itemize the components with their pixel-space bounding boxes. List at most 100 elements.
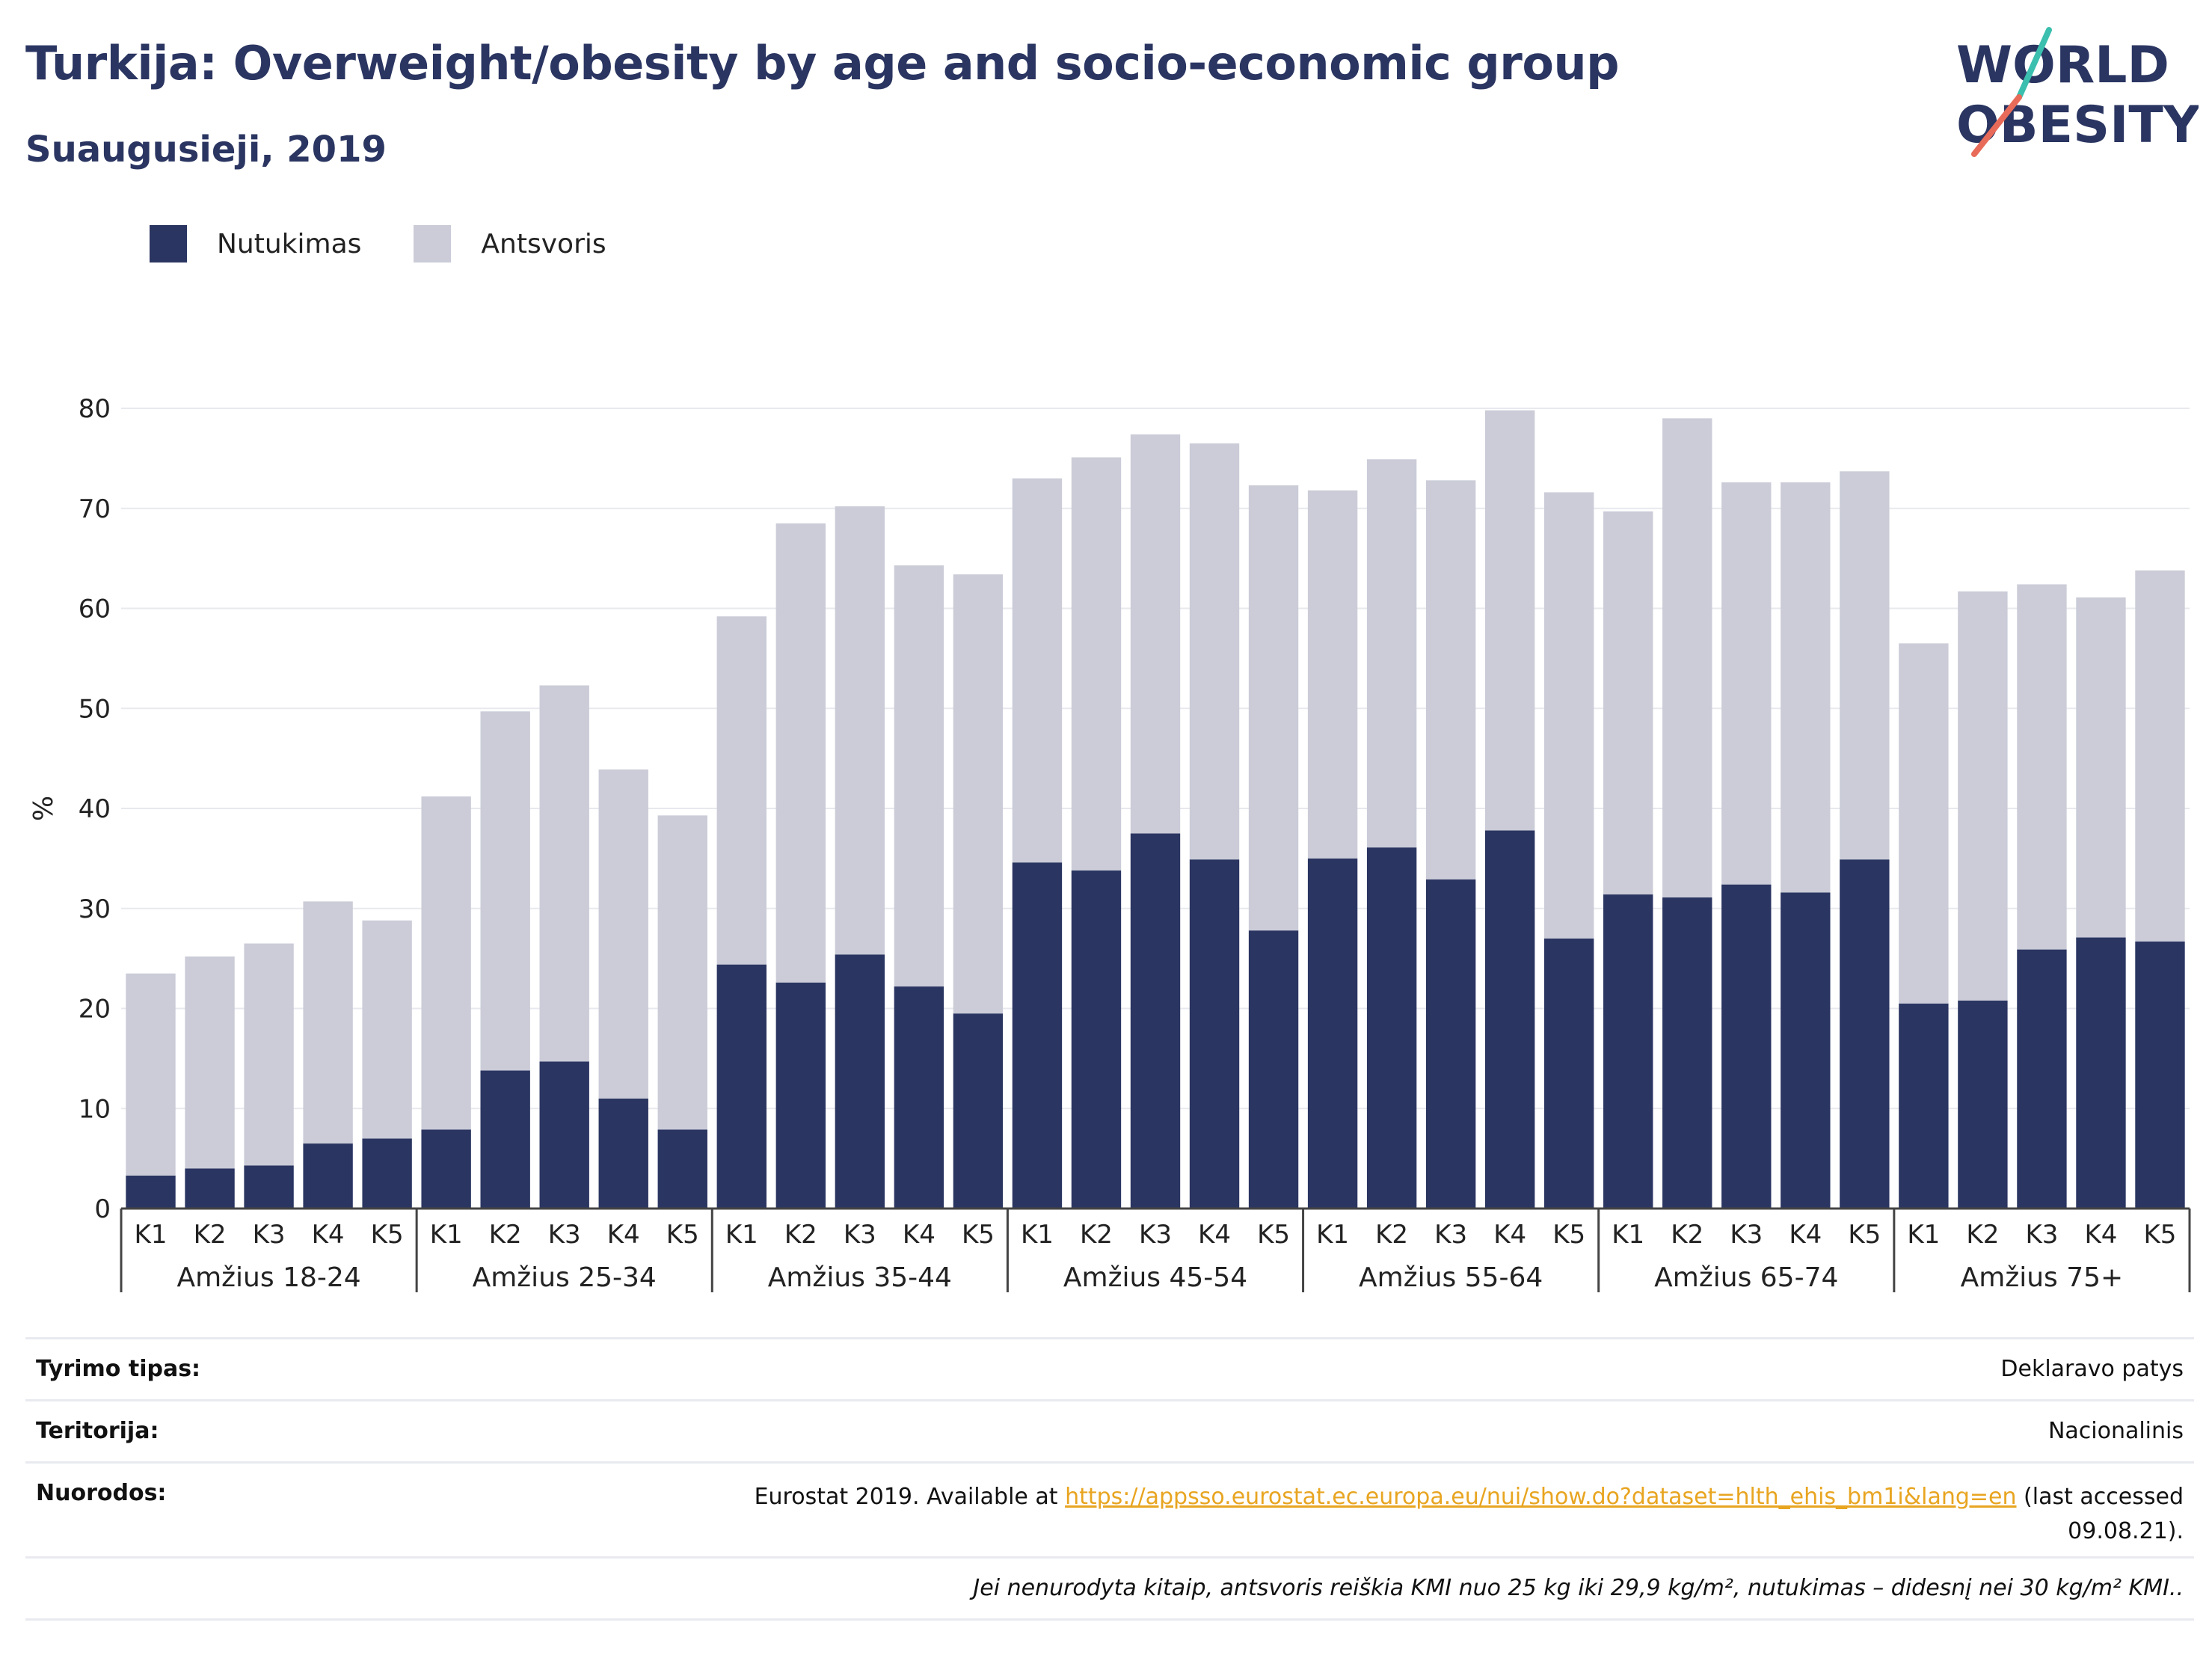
x-tick-label: K2 [1080,1220,1113,1250]
bar-obesity [657,1129,707,1209]
meta-value-territory: Nacionalinis [2047,1418,2184,1444]
x-tick-label: K1 [430,1220,463,1250]
bar-overweight [1307,490,1358,859]
x-tick-label: K4 [607,1220,640,1250]
y-tick-label: 50 [79,694,111,724]
bar-obesity [421,1129,471,1209]
bar-overweight [1899,643,1949,1004]
bar-overweight [362,920,412,1139]
bar-overweight [1425,480,1476,879]
x-tick-label: K1 [1907,1220,1940,1250]
bar-obesity [303,1143,353,1209]
bar-overweight [1189,443,1240,860]
bar-obesity [1071,870,1122,1209]
bar-obesity [598,1098,648,1209]
bar-obesity [362,1138,412,1209]
bar-overweight [953,574,1004,1014]
bar-overweight [1544,492,1594,939]
bar-obesity [126,1175,176,1209]
x-tick-label: K4 [1493,1220,1526,1250]
x-tick-label: K1 [725,1220,758,1250]
bar-overweight [480,711,530,1071]
x-tick-label: K3 [1730,1220,1763,1250]
group-label: Amžius 18-24 [176,1262,360,1293]
meta-row-territory: Teritorija: Nacionalinis [25,1399,2194,1461]
bar-overweight [1248,485,1299,931]
bar-overweight [1012,478,1063,863]
bar-obesity [539,1061,589,1209]
bar-obesity [480,1070,530,1209]
bar-obesity [775,982,826,1209]
chart-subtitle: Suaugusieji, 2019 [25,129,387,171]
meta-label-source: Nuorodos: [36,1480,167,1506]
logo-line1: WORLD [1956,36,2169,95]
group-label: Amžius 75+ [1961,1262,2124,1293]
x-tick-label: K4 [2084,1220,2117,1250]
group-label: Amžius 25-34 [473,1262,657,1293]
bar-overweight [1130,434,1181,834]
y-tick-label: 40 [79,794,111,824]
bar-obesity [1248,930,1299,1209]
legend-swatch-obesity [150,225,187,262]
bar-overweight [1662,418,1712,898]
x-tick-label: K4 [312,1220,345,1250]
source-suffix: (last accessed [2016,1484,2184,1510]
x-tick-label: K1 [1316,1220,1349,1250]
bar-obesity [2135,941,2185,1209]
bar-obesity [953,1013,1004,1209]
bar-obesity [1603,894,1653,1209]
legend-label-obesity: Nutukimas [217,228,362,260]
source-link[interactable]: https://appsso.eurostat.ec.europa.eu/nui… [1065,1484,2017,1510]
bar-overweight [303,901,353,1144]
bar-overweight [2076,597,2126,938]
meta-label-survey-type: Tyrimo tipas: [36,1356,201,1382]
x-tick-label: K5 [1257,1220,1290,1250]
bar-overweight [421,796,471,1130]
x-tick-label: K4 [903,1220,936,1250]
chart-title: Turkija: Overweight/obesity by age and s… [25,36,1620,90]
bar-obesity [1012,862,1063,1209]
bar-obesity [1484,830,1535,1209]
bar-obesity [1189,859,1240,1209]
group-label: Amžius 65-74 [1654,1262,1838,1293]
bar-overweight [1366,459,1417,848]
x-tick-label: K1 [1021,1220,1054,1250]
x-tick-label: K5 [1552,1220,1585,1250]
y-tick-label: 70 [79,494,111,524]
bar-overweight [1484,410,1535,831]
bar-overweight [775,523,826,983]
y-tick-label: 60 [79,595,111,624]
legend-item-overweight: Antsvoris [414,225,606,262]
y-axis-label: % [28,796,59,821]
x-tick-label: K5 [371,1220,404,1250]
meta-row-survey-type: Tyrimo tipas: Deklaravo patys [25,1337,2194,1399]
x-tick-label: K3 [1434,1220,1467,1250]
bar-obesity [1899,1003,1949,1209]
x-tick-label: K2 [194,1220,227,1250]
meta-row-source: Nuorodos: Eurostat 2019. Available at ht… [25,1461,2194,1556]
group-label: Amžius 55-64 [1359,1262,1543,1293]
bar-obesity [1425,879,1476,1209]
x-tick-label: K2 [1671,1220,1703,1250]
stacked-bar-chart: 0 10 20 30 40 50 60 70 80% K1 K2 K3 K4 K5 K1 K2 K3 K4 K5 K1… [28,394,2191,1293]
bar-obesity [1781,892,1831,1209]
bar-obesity [894,986,944,1209]
bar-overweight [126,973,176,1176]
bar-obesity [1307,858,1358,1209]
x-tick-label: K4 [1198,1220,1231,1250]
metadata-table: Tyrimo tipas: Deklaravo patys Teritorija… [25,1337,2194,1621]
group-label: Amžius 35-44 [768,1262,952,1293]
y-tick-label: 30 [79,894,111,924]
x-tick-label: K1 [135,1220,168,1250]
bar-overweight [716,616,766,965]
legend: Nutukimas Antsvoris [150,221,659,266]
bar-overweight [2135,570,2185,942]
bar-obesity [1130,833,1181,1209]
world-obesity-logo: WORLD OBESITY [1956,27,2199,157]
bar-obesity [244,1165,294,1209]
x-tick-label: K5 [2144,1220,2177,1250]
group-label: Amžius 45-54 [1063,1262,1247,1293]
bar-overweight [244,943,294,1166]
x-tick-label: K3 [253,1220,286,1250]
bar-overweight [894,565,944,987]
